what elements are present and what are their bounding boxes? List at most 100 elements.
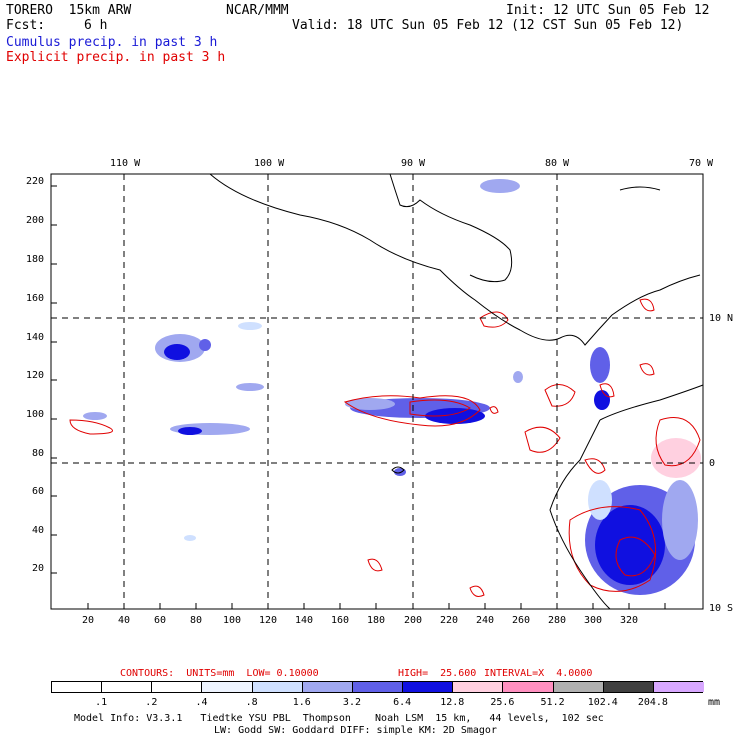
x-tick-label: 20 <box>82 615 95 626</box>
cumulus-shading <box>83 179 701 595</box>
x-tick-label: 220 <box>440 615 459 626</box>
contour-interval: INTERVAL=X 4.0000 <box>484 668 593 679</box>
contour-line <box>568 506 657 592</box>
lon-label: 90 W <box>401 158 426 169</box>
x-tick-label: 260 <box>512 615 531 626</box>
y-tick-label: 120 <box>26 370 45 381</box>
axis-ticks <box>51 185 666 609</box>
precip-area <box>662 480 698 560</box>
contour-units: CONTOURS: UNITS=mm LOW= 0.10000 <box>120 668 319 679</box>
physics-info: LW: Godd SW: Goddard DIFF: simple KM: 2D… <box>214 725 497 736</box>
x-tick-label: 80 <box>190 615 203 626</box>
precip-area <box>594 390 610 410</box>
x-tick-label: 40 <box>118 615 131 626</box>
contour-line <box>599 383 615 398</box>
y-tick-label: 220 <box>26 176 45 187</box>
colorbar-cell <box>403 682 454 692</box>
lon-label: 110 W <box>110 158 141 169</box>
coastline <box>389 173 513 283</box>
y-tick-label: 60 <box>32 486 45 497</box>
graticule <box>51 174 703 609</box>
x-tick-label: 180 <box>367 615 386 626</box>
model-title: TORERO 15km ARW <box>6 3 132 18</box>
lat-label: 10 N <box>709 313 734 324</box>
coastline <box>209 173 701 346</box>
y-tick-label: 40 <box>32 525 45 536</box>
colorbar-cell <box>102 682 153 692</box>
contour-line <box>489 406 499 414</box>
x-tick-label: 160 <box>331 615 350 626</box>
x-tick-label: 320 <box>620 615 639 626</box>
x-tick-label: 100 <box>223 615 242 626</box>
precip-area <box>394 468 406 476</box>
precip-area <box>588 480 612 520</box>
org-label: NCAR/MMM <box>226 3 289 18</box>
forecast-label: Fcst: <box>6 18 46 33</box>
x-tick-label: 120 <box>259 615 278 626</box>
colorbar-label: 12.8 <box>440 697 465 708</box>
colorbar-label: 6.4 <box>393 697 412 708</box>
colorbar-cell <box>202 682 253 692</box>
colorbar-label: 204.8 <box>637 697 668 708</box>
x-tick-label: 200 <box>404 615 423 626</box>
y-tick-label: 160 <box>26 293 45 304</box>
explicit-field-label: Explicit precip. in past 3 h <box>6 50 226 65</box>
forecast-value: 6 h <box>84 18 108 33</box>
x-tick-label: 240 <box>476 615 495 626</box>
colorbar-cell <box>453 682 504 692</box>
contour-line <box>69 419 113 435</box>
y-tick-label: 100 <box>26 409 45 420</box>
coastline <box>549 419 611 610</box>
x-tick-label: 280 <box>548 615 567 626</box>
coastline <box>391 466 405 474</box>
colorbar-cell <box>603 682 654 692</box>
precip-area <box>345 398 395 410</box>
contour-line <box>409 399 471 417</box>
cumulus-field-label: Cumulus precip. in past 3 h <box>6 35 218 50</box>
lon-label: 70 W <box>689 158 714 169</box>
coastline <box>599 384 704 421</box>
contour-high: HIGH= 25.600 <box>398 668 477 679</box>
y-tick-label: 140 <box>26 332 45 343</box>
precip-area <box>651 438 701 478</box>
lat-label: 0 <box>709 458 716 469</box>
coastline <box>619 186 661 191</box>
y-tick-label: 80 <box>32 448 45 459</box>
contour-line <box>615 536 656 577</box>
colorbar-cell <box>252 682 303 692</box>
precip-area <box>595 505 665 585</box>
y-tick-label: 200 <box>26 215 45 226</box>
precip-area <box>236 383 264 391</box>
colorbar-label: 102.4 <box>587 697 618 708</box>
precip-area <box>238 322 262 330</box>
colorbar-label: 51.2 <box>540 697 565 708</box>
colorbar-unit: mm <box>708 697 721 708</box>
colorbar-cell <box>152 682 203 692</box>
contour-line <box>639 298 655 312</box>
precip-area <box>199 339 211 351</box>
precip-area <box>513 371 523 383</box>
contour-line <box>343 395 481 427</box>
contour-line <box>544 384 576 407</box>
colorbar-cell <box>503 682 554 692</box>
colorbar-label: 25.6 <box>490 697 515 708</box>
x-tick-label: 300 <box>584 615 603 626</box>
colorbar-label: .1 <box>95 697 108 708</box>
precip-area <box>590 347 610 383</box>
lon-label: 80 W <box>545 158 570 169</box>
x-tick-label: 140 <box>295 615 314 626</box>
colorbar-cell <box>302 682 353 692</box>
contour-line <box>655 417 701 467</box>
coastlines <box>209 173 704 610</box>
colorbar-cell <box>52 682 103 692</box>
precip-area <box>425 408 485 424</box>
init-time: Init: 12 UTC Sun 05 Feb 12 <box>506 3 710 18</box>
precip-area <box>83 412 107 420</box>
x-tick-label: 60 <box>154 615 167 626</box>
colorbar-cell <box>653 682 704 692</box>
colorbar-label: .8 <box>245 697 258 708</box>
y-tick-label: 20 <box>32 563 45 574</box>
contour-line <box>639 363 655 376</box>
contour-line <box>367 558 383 572</box>
model-info: Model Info: V3.3.1 Tiedtke YSU PBL Thomp… <box>74 713 604 724</box>
